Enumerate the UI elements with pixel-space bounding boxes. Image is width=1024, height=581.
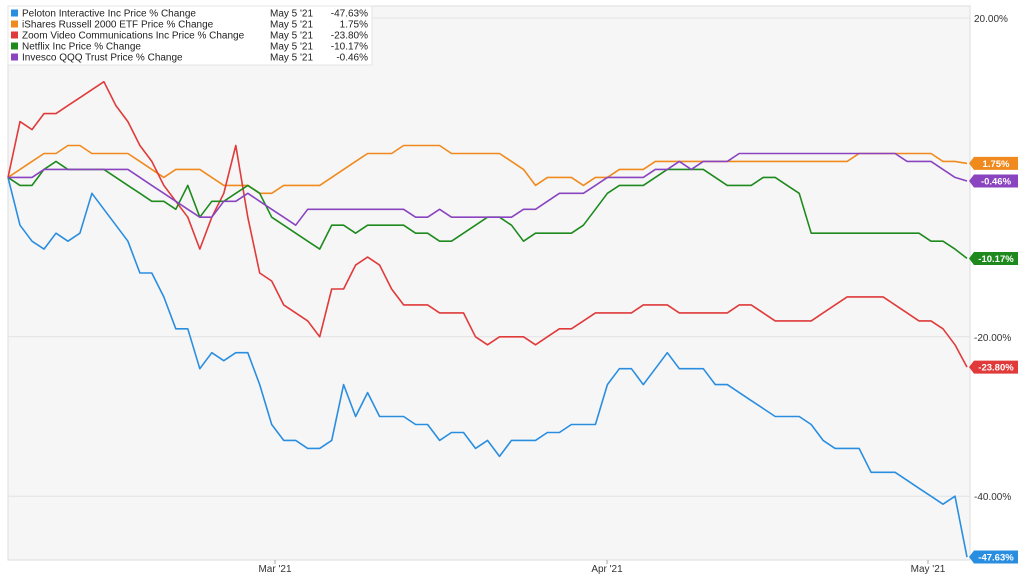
end-value-label: -10.17% <box>978 254 1014 265</box>
legend-series-name: Invesco QQQ Trust Price % Change <box>22 53 183 64</box>
series-line-4 <box>8 152 968 226</box>
series-line-2 <box>7 80 968 368</box>
legend-date: May 5 '21 <box>270 20 313 31</box>
legend-value: -47.63% <box>331 9 368 20</box>
legend-series-name: iShares Russell 2000 ETF Price % Change <box>22 20 214 31</box>
legend-box <box>7 5 373 66</box>
legend-date: May 5 '21 <box>270 53 313 64</box>
legend-swatch <box>11 9 18 17</box>
x-tick-label: May '21 <box>911 564 946 575</box>
legend-swatch <box>11 53 18 61</box>
series-line-1 <box>7 144 968 195</box>
end-value-label: -47.63% <box>978 553 1014 564</box>
y-tick-label: -20.00% <box>974 333 1011 344</box>
end-value-badge <box>969 174 1018 188</box>
end-value-badge <box>969 550 1018 564</box>
end-value-badge <box>969 360 1018 374</box>
end-value-label: 1.75% <box>983 159 1010 170</box>
end-value-badge <box>969 156 1018 170</box>
y-tick-label: 20.00% <box>974 14 1008 25</box>
legend-date: May 5 '21 <box>270 9 313 20</box>
legend-swatch <box>11 31 18 39</box>
legend-value: -23.80% <box>331 31 368 42</box>
legend-value: 1.75% <box>340 20 368 31</box>
y-tick-label: -40.00% <box>974 492 1011 503</box>
end-value-badge <box>969 251 1018 265</box>
plot-area <box>7 5 971 561</box>
legend-series-name: Peloton Interactive Inc Price % Change <box>22 9 196 20</box>
legend-swatch <box>11 42 18 50</box>
series-line-0 <box>7 177 968 558</box>
legend-series-name: Zoom Video Communications Inc Price % Ch… <box>22 31 245 42</box>
end-value-label: -0.46% <box>981 177 1012 188</box>
x-tick-label: Apr '21 <box>591 564 623 575</box>
legend-date: May 5 '21 <box>270 42 313 53</box>
legend-series-name: Netflix Inc Price % Change <box>22 42 141 53</box>
x-tick-label: Mar '21 <box>258 564 291 575</box>
end-value-label: -23.80% <box>978 363 1014 374</box>
legend-date: May 5 '21 <box>270 31 313 42</box>
legend-value: -0.46% <box>336 53 368 64</box>
legend-swatch <box>11 20 18 28</box>
legend-value: -10.17% <box>331 42 368 53</box>
